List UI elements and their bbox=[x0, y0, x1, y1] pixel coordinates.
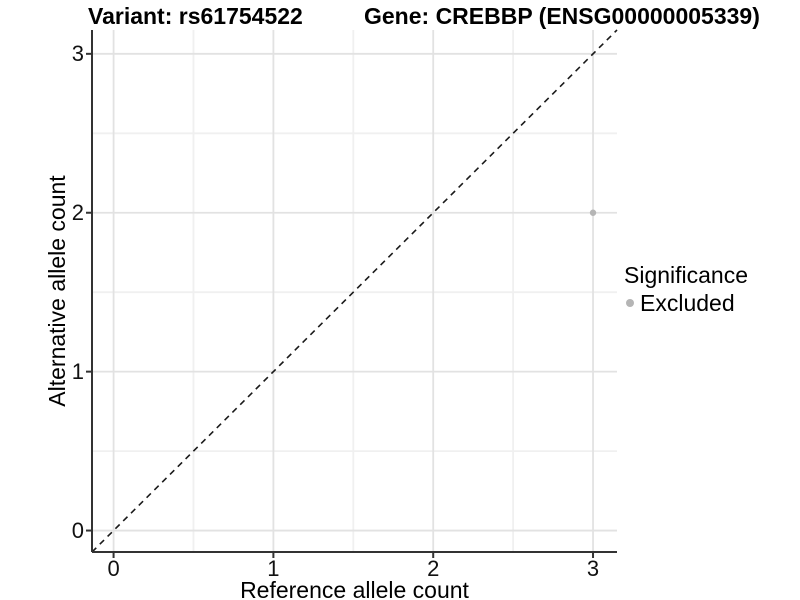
plot-panel bbox=[86, 29, 618, 558]
plot-title-gene: Gene: CREBBP (ENSG00000005339) bbox=[364, 3, 760, 29]
y-tick-label: 1 bbox=[71, 358, 84, 384]
x-tick-label: 3 bbox=[586, 556, 600, 581]
x-axis-title: Reference allele count bbox=[240, 577, 469, 600]
x-tick-label: 2 bbox=[427, 556, 440, 581]
plot-title-variant: Variant: rs61754522 bbox=[88, 3, 303, 29]
y-tick-label: 0 bbox=[71, 517, 84, 543]
x-tick-label: 1 bbox=[267, 556, 280, 581]
scatter-canvas bbox=[86, 29, 618, 558]
identity-dashed-line bbox=[91, 29, 618, 553]
y-tick-label: 2 bbox=[71, 199, 84, 225]
legend-item-label: Excluded bbox=[640, 290, 735, 316]
x-tick-label: 0 bbox=[107, 556, 120, 581]
legend-item: Excluded bbox=[624, 289, 748, 317]
legend-title: Significance bbox=[624, 262, 749, 288]
y-axis-title: Alternative allele count bbox=[44, 175, 70, 407]
legend-point-icon bbox=[626, 299, 634, 307]
legend: Significance Excluded bbox=[624, 261, 748, 317]
legend-items: Excluded bbox=[624, 289, 748, 317]
y-tick-label: 3 bbox=[71, 40, 84, 66]
data-point bbox=[589, 209, 597, 216]
